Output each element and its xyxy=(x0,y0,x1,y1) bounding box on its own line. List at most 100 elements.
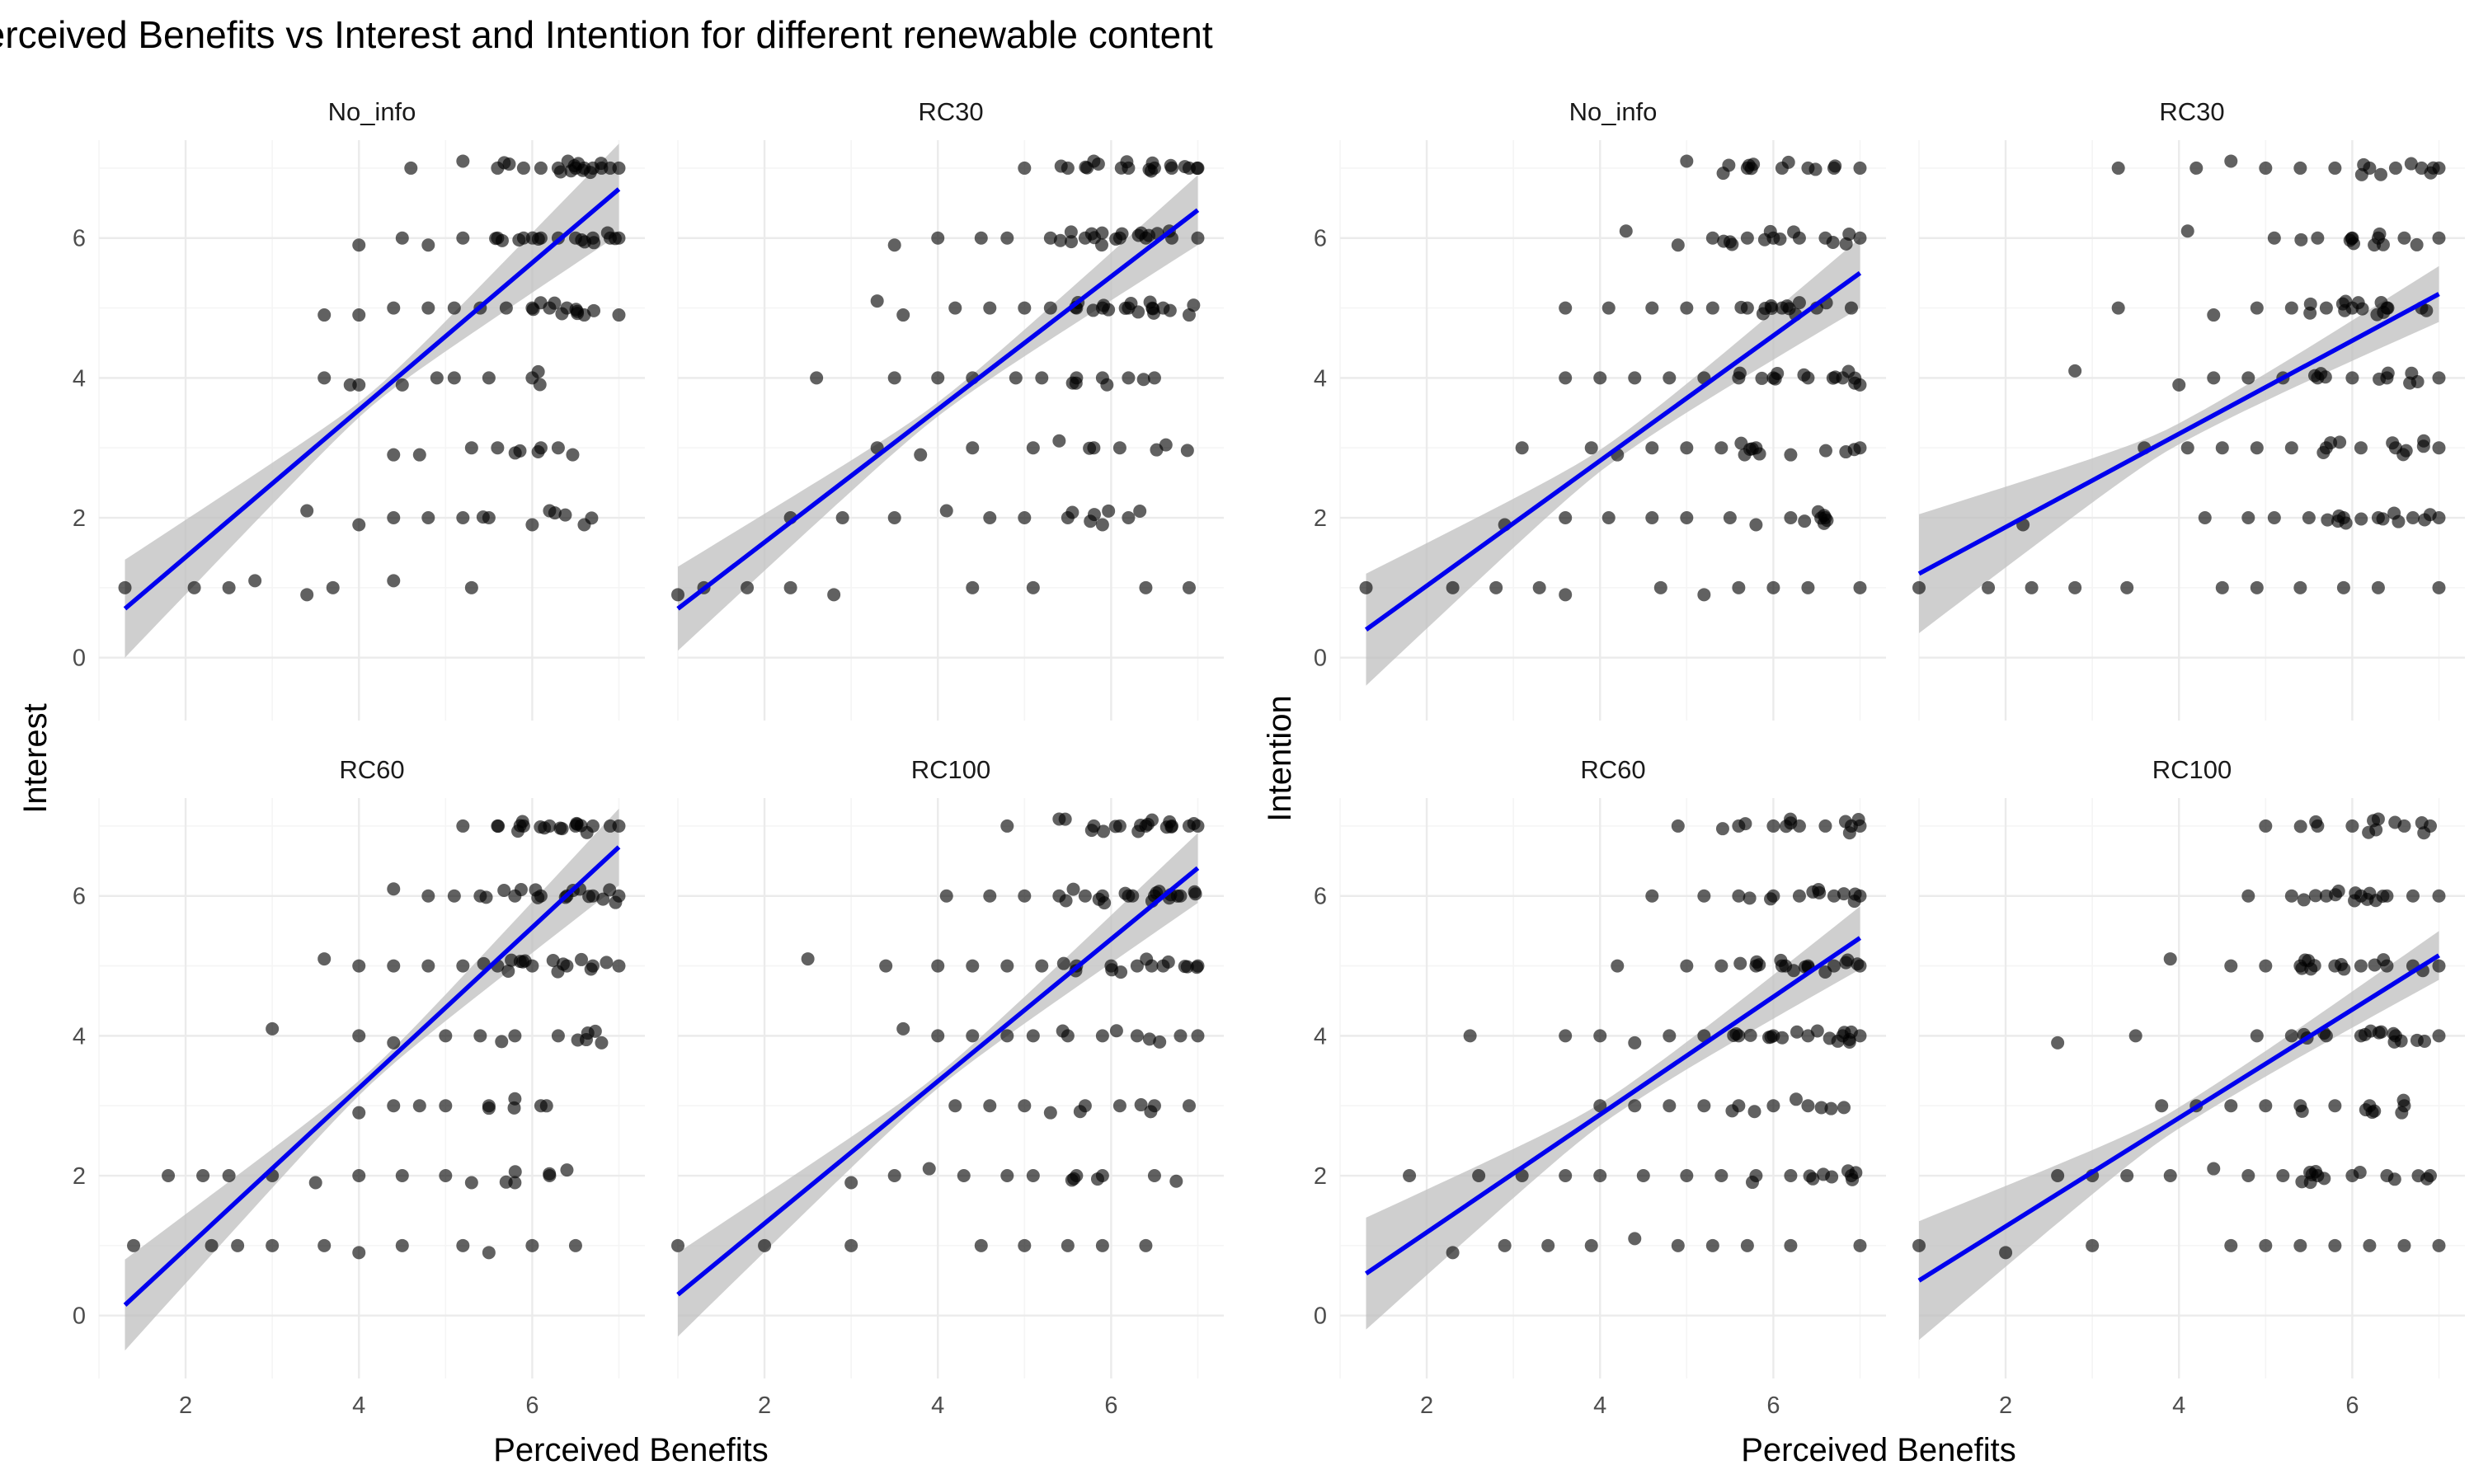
data-point xyxy=(1584,441,1598,455)
data-point xyxy=(1088,231,1102,245)
data-point xyxy=(1095,1029,1109,1043)
data-point xyxy=(896,308,910,322)
data-point xyxy=(1043,231,1057,245)
data-point xyxy=(1146,302,1160,316)
data-point xyxy=(587,303,601,317)
data-point xyxy=(1847,443,1861,457)
data-point xyxy=(1697,588,1711,602)
data-point xyxy=(2420,303,2434,317)
data-point xyxy=(1169,1174,1183,1188)
data-point xyxy=(2354,167,2368,181)
data-point xyxy=(1697,1099,1711,1113)
data-point xyxy=(2295,961,2309,975)
x-tick-label: 4 xyxy=(352,1392,365,1419)
data-point xyxy=(1826,236,1840,250)
data-point xyxy=(1611,959,1625,973)
y-tick-label: 2 xyxy=(1314,505,1327,532)
data-point xyxy=(931,231,945,245)
data-point xyxy=(1134,1098,1148,1112)
data-point xyxy=(2111,301,2125,315)
fit-line xyxy=(1364,270,1862,632)
data-point xyxy=(1190,960,1204,974)
data-point xyxy=(2339,516,2353,530)
data-point xyxy=(205,1238,219,1252)
data-point xyxy=(1559,371,1573,385)
data-point xyxy=(1498,1238,1512,1252)
y-tick-label: 0 xyxy=(1314,1303,1327,1330)
data-point xyxy=(1982,580,1996,594)
data-point xyxy=(551,1029,565,1043)
data-point xyxy=(2163,1169,2177,1183)
data-point xyxy=(1828,159,1842,173)
data-point xyxy=(317,371,332,385)
confidence-band xyxy=(1366,237,1860,686)
data-point xyxy=(948,1099,962,1113)
data-point xyxy=(1838,815,1852,829)
data-point xyxy=(2399,444,2413,458)
data-point xyxy=(231,1238,245,1252)
data-point xyxy=(1764,892,1778,906)
data-point xyxy=(2432,441,2446,455)
data-point xyxy=(1787,225,1801,239)
data-point xyxy=(2397,1238,2411,1252)
data-point xyxy=(1818,444,1832,458)
data-point xyxy=(421,238,435,252)
data-point xyxy=(1064,225,1078,239)
data-point xyxy=(2189,161,2204,175)
data-point xyxy=(395,1169,409,1183)
data-point xyxy=(1130,1029,1144,1043)
data-point xyxy=(387,511,401,525)
data-point xyxy=(222,580,236,594)
data-point xyxy=(966,441,980,455)
data-point xyxy=(1142,1032,1156,1046)
data-point xyxy=(1671,819,1685,833)
data-point xyxy=(2250,1029,2264,1043)
data-point xyxy=(1463,1029,1477,1043)
data-point xyxy=(1102,303,1116,317)
data-point xyxy=(1000,1029,1014,1043)
data-point xyxy=(456,819,470,833)
data-point xyxy=(1191,231,1205,245)
data-point xyxy=(548,506,562,520)
data-point xyxy=(1541,1238,1555,1252)
data-point xyxy=(1134,819,1148,833)
data-point xyxy=(1112,441,1126,455)
data-point xyxy=(2432,231,2446,245)
data-point xyxy=(2321,513,2335,527)
data-point xyxy=(2354,512,2368,526)
data-point xyxy=(1749,518,1763,532)
data-point xyxy=(476,510,490,524)
data-point xyxy=(983,889,997,903)
data-point xyxy=(1078,889,1092,903)
data-point xyxy=(887,1169,901,1183)
data-point xyxy=(516,161,530,175)
data-point xyxy=(2309,815,2323,829)
data-point xyxy=(2224,959,2238,973)
data-point xyxy=(1126,889,1140,903)
data-point xyxy=(1828,370,1842,384)
data-point xyxy=(1784,448,1798,462)
data-point xyxy=(548,296,562,310)
data-point xyxy=(566,448,580,462)
data-point xyxy=(531,444,545,458)
data-point xyxy=(2241,1169,2255,1183)
data-point xyxy=(1532,580,1546,594)
data-point xyxy=(1145,156,1159,170)
data-point xyxy=(2267,231,2281,245)
data-point xyxy=(1035,959,1049,973)
data-point xyxy=(758,1238,772,1252)
data-point xyxy=(1133,504,1147,518)
data-point xyxy=(1619,224,1633,238)
data-point xyxy=(1745,1176,1759,1190)
data-point xyxy=(1758,302,1772,316)
data-point xyxy=(502,157,516,171)
data-point xyxy=(2308,1164,2322,1178)
data-point xyxy=(1825,1170,1839,1184)
data-point xyxy=(1120,155,1134,169)
data-point xyxy=(2333,435,2347,449)
data-point xyxy=(1095,1238,1109,1252)
data-point xyxy=(1912,1238,1926,1252)
data-point xyxy=(2303,297,2317,311)
